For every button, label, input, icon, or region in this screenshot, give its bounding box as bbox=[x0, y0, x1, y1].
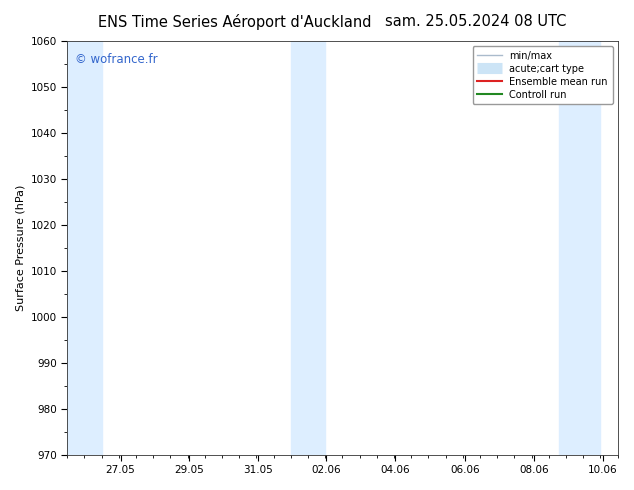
Text: ENS Time Series Aéroport d'Auckland: ENS Time Series Aéroport d'Auckland bbox=[98, 14, 372, 30]
Bar bbox=[559, 41, 600, 455]
Bar bbox=[291, 41, 325, 455]
Y-axis label: Surface Pressure (hPa): Surface Pressure (hPa) bbox=[15, 185, 25, 311]
Text: sam. 25.05.2024 08 UTC: sam. 25.05.2024 08 UTC bbox=[385, 14, 566, 29]
Legend: min/max, acute;cart type, Ensemble mean run, Controll run: min/max, acute;cart type, Ensemble mean … bbox=[472, 46, 613, 104]
Bar bbox=[67, 41, 101, 455]
Text: © wofrance.fr: © wofrance.fr bbox=[75, 53, 158, 67]
